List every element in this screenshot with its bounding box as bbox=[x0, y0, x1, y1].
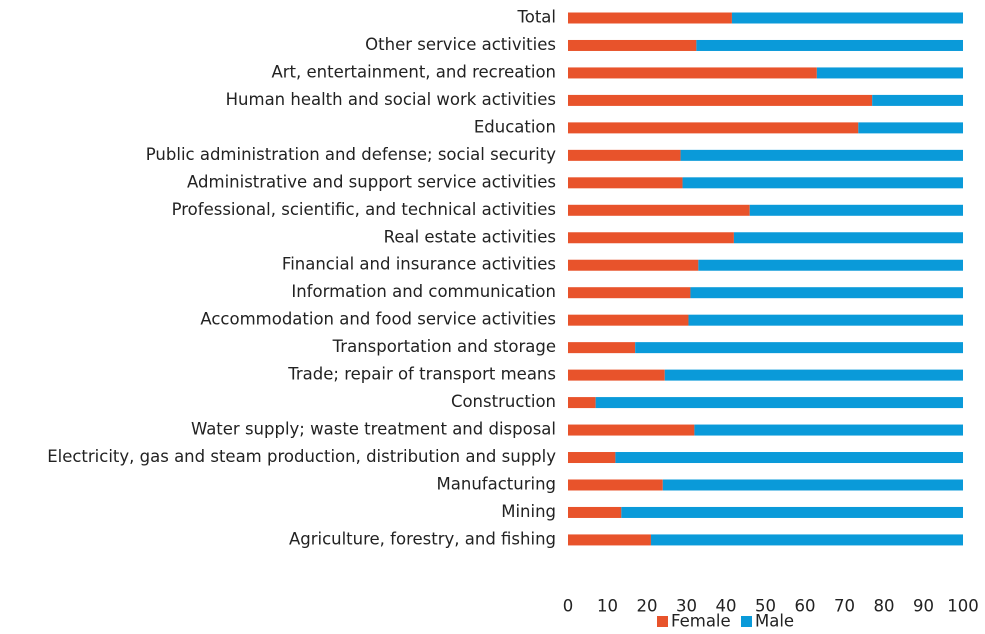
bar-segment bbox=[568, 342, 636, 354]
legend-swatch bbox=[741, 616, 752, 627]
bar-segment bbox=[733, 232, 963, 244]
category-label: Other service activities bbox=[365, 35, 556, 54]
category-label: Mining bbox=[501, 502, 556, 521]
category-label: Agriculture, forestry, and fishing bbox=[289, 529, 556, 548]
bar-segment bbox=[664, 369, 963, 381]
category-label: Public administration and defense; socia… bbox=[146, 145, 556, 164]
bar-segment bbox=[635, 342, 963, 354]
x-tick-label: 90 bbox=[913, 597, 934, 616]
bar-segment bbox=[568, 204, 750, 216]
bar-segment bbox=[680, 149, 963, 161]
category-label: Transportation and storage bbox=[332, 337, 556, 356]
bar-segment bbox=[568, 534, 651, 546]
bar-segment bbox=[682, 177, 963, 189]
bar-segment bbox=[698, 259, 963, 271]
bar-segment bbox=[816, 67, 963, 79]
category-label: Information and communication bbox=[291, 282, 556, 301]
bar-segment bbox=[749, 204, 963, 216]
category-label: Administrative and support service activ… bbox=[187, 172, 556, 191]
legend-label: Female bbox=[671, 612, 731, 631]
bar-segment bbox=[568, 12, 732, 24]
bar-segment bbox=[662, 479, 963, 491]
category-label: Electricity, gas and steam production, d… bbox=[47, 447, 556, 466]
legend-label: Male bbox=[755, 612, 794, 631]
x-tick-label: 20 bbox=[637, 597, 658, 616]
bar-segment bbox=[696, 39, 963, 51]
bar-segment bbox=[568, 479, 663, 491]
category-label: Total bbox=[516, 8, 556, 27]
x-tick-label: 60 bbox=[795, 597, 816, 616]
bar-segment bbox=[621, 506, 963, 518]
bar-segment bbox=[568, 177, 683, 189]
bar-segment bbox=[568, 232, 734, 244]
bar-segment bbox=[568, 94, 873, 106]
legend-swatch bbox=[657, 616, 668, 627]
category-label: Trade; repair of transport means bbox=[287, 365, 556, 384]
x-tick-label: 70 bbox=[834, 597, 855, 616]
bar-segment bbox=[690, 287, 963, 299]
category-label: Education bbox=[474, 117, 556, 136]
category-label: Accommodation and food service activitie… bbox=[200, 310, 556, 329]
x-tick-label: 10 bbox=[597, 597, 618, 616]
bar-segment bbox=[694, 424, 963, 436]
category-label: Construction bbox=[451, 392, 556, 411]
bar-segment bbox=[858, 122, 963, 134]
x-tick-label: 80 bbox=[874, 597, 895, 616]
bar-segment bbox=[568, 506, 622, 518]
bar-segment bbox=[568, 122, 859, 134]
bar-segment bbox=[568, 39, 697, 51]
bar-segment bbox=[595, 397, 963, 409]
bar-segment bbox=[688, 314, 963, 326]
x-tick-label: 40 bbox=[716, 597, 737, 616]
bar-segment bbox=[568, 424, 695, 436]
category-label: Manufacturing bbox=[437, 474, 556, 493]
x-tick-label: 50 bbox=[755, 597, 776, 616]
category-label: Real estate activities bbox=[384, 227, 556, 246]
x-tick-label: 100 bbox=[947, 597, 979, 616]
bar-segment bbox=[568, 314, 689, 326]
category-label: Human health and social work activities bbox=[226, 90, 556, 109]
category-label: Art, entertainment, and recreation bbox=[271, 62, 556, 81]
bar-segment bbox=[731, 12, 963, 24]
category-label: Professional, scientific, and technical … bbox=[172, 200, 556, 219]
bar-segment bbox=[615, 452, 963, 464]
bar-segment bbox=[872, 94, 963, 106]
category-label: Financial and insurance activities bbox=[282, 255, 556, 274]
bar-segment bbox=[650, 534, 963, 546]
category-label: Water supply; waste treatment and dispos… bbox=[191, 420, 556, 439]
bar-segment bbox=[568, 259, 699, 271]
bar-segment bbox=[568, 67, 817, 79]
x-tick-label: 0 bbox=[563, 597, 574, 616]
bar-segment bbox=[568, 369, 665, 381]
x-tick-label: 30 bbox=[676, 597, 697, 616]
bar-segment bbox=[568, 287, 691, 299]
bar-segment bbox=[568, 452, 616, 464]
bar-segment bbox=[568, 397, 596, 409]
bar-segment bbox=[568, 149, 681, 161]
